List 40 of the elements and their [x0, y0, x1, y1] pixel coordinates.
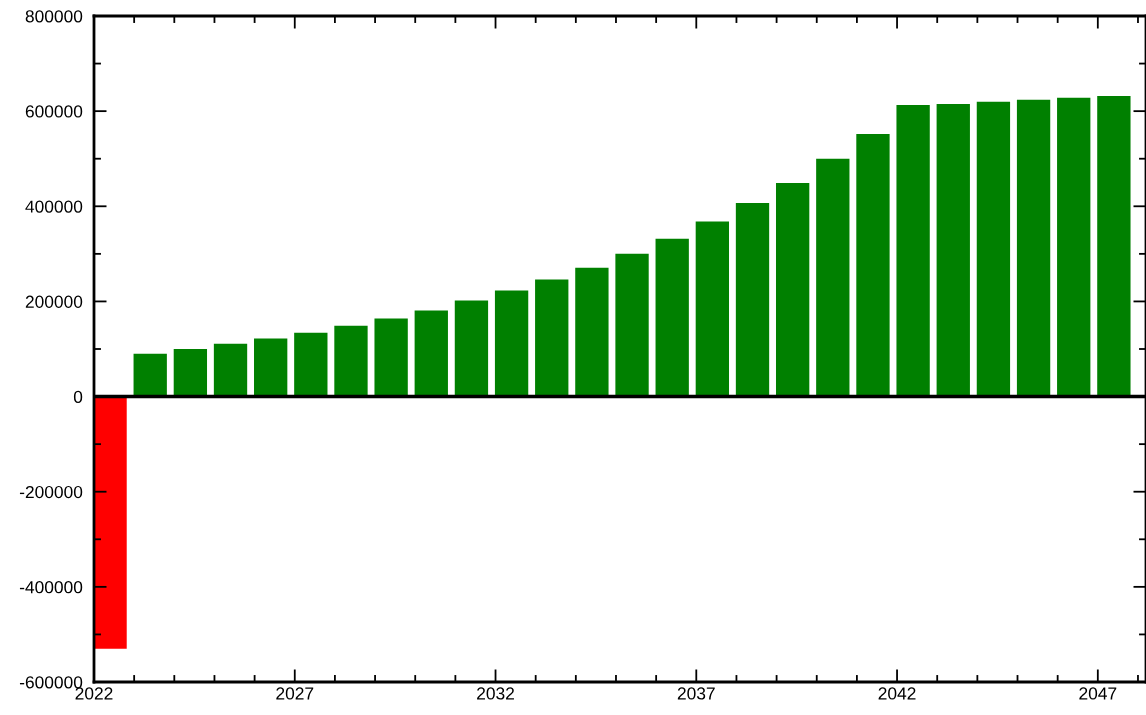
- y-tick-label: 0: [73, 390, 83, 404]
- bar: [735, 202, 770, 397]
- x-tick-label: 2037: [677, 687, 715, 700]
- bar: [896, 104, 930, 397]
- bar: [213, 343, 248, 397]
- bar: [936, 104, 970, 397]
- bar: [535, 279, 569, 397]
- x-tick-label: 2032: [477, 687, 514, 700]
- y-tick-label: -600000: [19, 676, 83, 689]
- bar: [254, 338, 288, 397]
- y-tick-label: 200000: [25, 295, 83, 308]
- y-tick-label: 400000: [25, 200, 83, 213]
- bar: [615, 253, 649, 397]
- y-tick-label: 600000: [25, 105, 83, 118]
- bar: [816, 158, 850, 397]
- bar: [575, 267, 609, 397]
- bar: [133, 353, 167, 397]
- y-tick-label: -400000: [19, 581, 83, 594]
- bar: [856, 133, 890, 397]
- bar: [695, 221, 730, 397]
- bar: [494, 290, 529, 397]
- bar: [655, 238, 689, 397]
- y-tick-label: -200000: [19, 485, 83, 499]
- bar: [775, 182, 810, 397]
- bar: [454, 300, 489, 397]
- bar: [1057, 97, 1091, 397]
- bar: [173, 349, 208, 397]
- x-tick-label: 2047: [1079, 687, 1117, 700]
- x-tick-label: 2042: [878, 687, 916, 700]
- x-tick-label: 2027: [276, 687, 314, 700]
- bar: [976, 101, 1011, 397]
- bar: [94, 396, 127, 649]
- bar: [294, 332, 328, 397]
- bar: [1016, 99, 1051, 397]
- bar: [414, 310, 448, 397]
- bar: [1097, 95, 1131, 397]
- bar: [334, 325, 368, 397]
- bar: [374, 318, 408, 397]
- x-tick-label: 2022: [75, 687, 113, 700]
- y-tick-label: 800000: [25, 10, 83, 23]
